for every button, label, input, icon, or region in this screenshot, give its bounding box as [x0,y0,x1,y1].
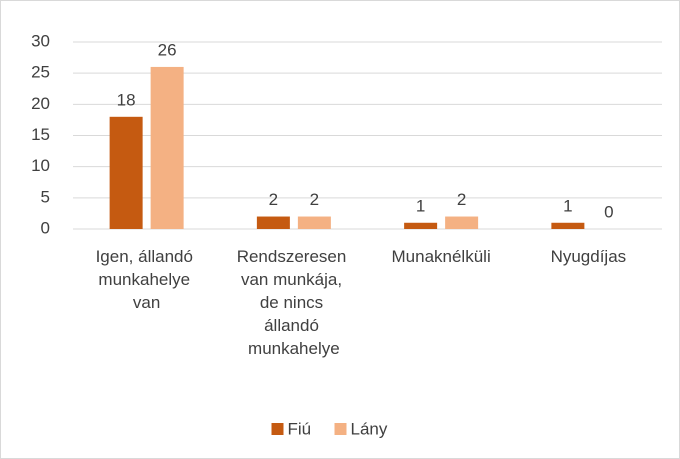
bar [445,216,479,229]
legend-swatch [271,423,284,435]
data-label: 2 [457,190,466,209]
y-tick-label: 15 [31,125,50,144]
legend-swatch [334,423,347,435]
x-tick-label: Nyugdíjas [551,247,627,266]
y-tick-label: 0 [41,218,50,237]
data-label: 26 [158,40,177,59]
bar [150,66,184,229]
y-tick-label: 20 [31,94,50,113]
x-tick-label: Rendszeresen van munkája, de nincs állan… [237,247,351,358]
data-label: 0 [604,202,613,221]
data-label: 2 [310,190,319,209]
data-label: 1 [563,196,572,215]
legend-label: Lány [351,419,388,438]
bar [256,216,290,229]
y-tick-label: 25 [31,63,50,82]
legend-label: Fiú [288,419,312,438]
x-tick-label: Igen, állandó munkahelye van [96,247,198,312]
bar [551,222,585,229]
bar [109,116,143,229]
data-label: 1 [416,196,425,215]
y-tick-label: 5 [41,187,50,206]
y-tick-label: 30 [31,31,50,50]
data-label: 2 [269,190,278,209]
y-tick-label: 10 [31,156,50,175]
bar [404,222,438,229]
bar [297,216,331,229]
x-tick-label: Munaknélküli [392,247,491,266]
data-label: 18 [117,90,136,109]
